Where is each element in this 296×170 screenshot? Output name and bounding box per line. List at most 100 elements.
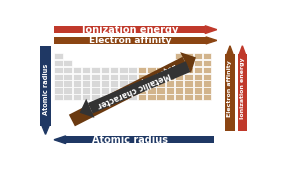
Bar [175, 87, 184, 94]
Bar [138, 74, 146, 80]
Bar [110, 67, 118, 73]
Text: Metallic character: Metallic character [96, 70, 172, 109]
Bar [156, 67, 165, 73]
Bar [101, 80, 109, 87]
Bar [184, 67, 193, 73]
Bar [225, 54, 235, 131]
Bar [203, 67, 211, 73]
Bar [194, 60, 202, 66]
Bar [138, 87, 146, 94]
Bar [91, 74, 100, 80]
Bar [119, 74, 128, 80]
Bar [166, 74, 174, 80]
Bar [110, 87, 118, 94]
Bar [128, 87, 137, 94]
Bar [54, 37, 206, 44]
Bar [156, 80, 165, 87]
Bar [175, 67, 184, 73]
Polygon shape [239, 46, 245, 54]
Polygon shape [54, 136, 66, 144]
Polygon shape [80, 99, 94, 118]
Bar [203, 87, 211, 94]
Polygon shape [206, 37, 217, 44]
Bar [66, 136, 214, 143]
Bar [184, 80, 193, 87]
Bar [73, 67, 81, 73]
Bar [54, 53, 62, 59]
Bar [203, 80, 211, 87]
Bar [63, 80, 72, 87]
Bar [41, 46, 51, 126]
Bar [110, 74, 118, 80]
Bar [63, 60, 72, 66]
Bar [91, 87, 100, 94]
Bar [175, 60, 184, 66]
Bar [63, 74, 72, 80]
Polygon shape [42, 126, 49, 134]
Bar [73, 74, 81, 80]
Bar [110, 80, 118, 87]
Bar [194, 80, 202, 87]
Bar [82, 94, 91, 100]
Text: Atomic radius: Atomic radius [92, 135, 168, 145]
Bar [194, 87, 202, 94]
Bar [203, 74, 211, 80]
Polygon shape [205, 26, 217, 33]
Bar [91, 67, 100, 73]
Text: Electron affinity: Electron affinity [89, 36, 171, 45]
Bar [156, 87, 165, 94]
Bar [156, 94, 165, 100]
Bar [128, 74, 137, 80]
Bar [147, 80, 156, 87]
Text: Nonmetallic character: Nonmetallic character [89, 63, 179, 115]
Polygon shape [69, 57, 189, 126]
Bar [147, 67, 156, 73]
Bar [101, 67, 109, 73]
Bar [101, 87, 109, 94]
Bar [184, 87, 193, 94]
Bar [138, 67, 146, 73]
Bar [175, 80, 184, 87]
Polygon shape [227, 46, 233, 54]
Bar [119, 67, 128, 73]
Polygon shape [88, 61, 190, 114]
Bar [203, 60, 211, 66]
Bar [194, 53, 202, 59]
Bar [194, 74, 202, 80]
Bar [203, 94, 211, 100]
Bar [166, 87, 174, 94]
Bar [54, 67, 62, 73]
Bar [54, 60, 62, 66]
Bar [73, 94, 81, 100]
Bar [54, 80, 62, 87]
Bar [138, 94, 146, 100]
Bar [128, 80, 137, 87]
Bar [128, 94, 137, 100]
Bar [166, 94, 174, 100]
Bar [184, 60, 193, 66]
Bar [54, 87, 62, 94]
Bar [194, 67, 202, 73]
Bar [63, 87, 72, 94]
Bar [128, 67, 137, 73]
Bar [156, 74, 165, 80]
Bar [73, 87, 81, 94]
Bar [147, 94, 156, 100]
Bar [119, 87, 128, 94]
Bar [110, 94, 118, 100]
Polygon shape [180, 52, 196, 73]
Text: Ionization energy: Ionization energy [82, 25, 178, 35]
Text: Atomic radius: Atomic radius [43, 64, 49, 115]
Bar [175, 94, 184, 100]
Bar [238, 54, 247, 131]
Bar [194, 94, 202, 100]
Text: Electron affinity: Electron affinity [227, 60, 232, 117]
Bar [54, 26, 205, 33]
Bar [82, 67, 91, 73]
Bar [91, 94, 100, 100]
Bar [166, 80, 174, 87]
Bar [82, 80, 91, 87]
Bar [147, 87, 156, 94]
Bar [54, 94, 62, 100]
Bar [119, 94, 128, 100]
